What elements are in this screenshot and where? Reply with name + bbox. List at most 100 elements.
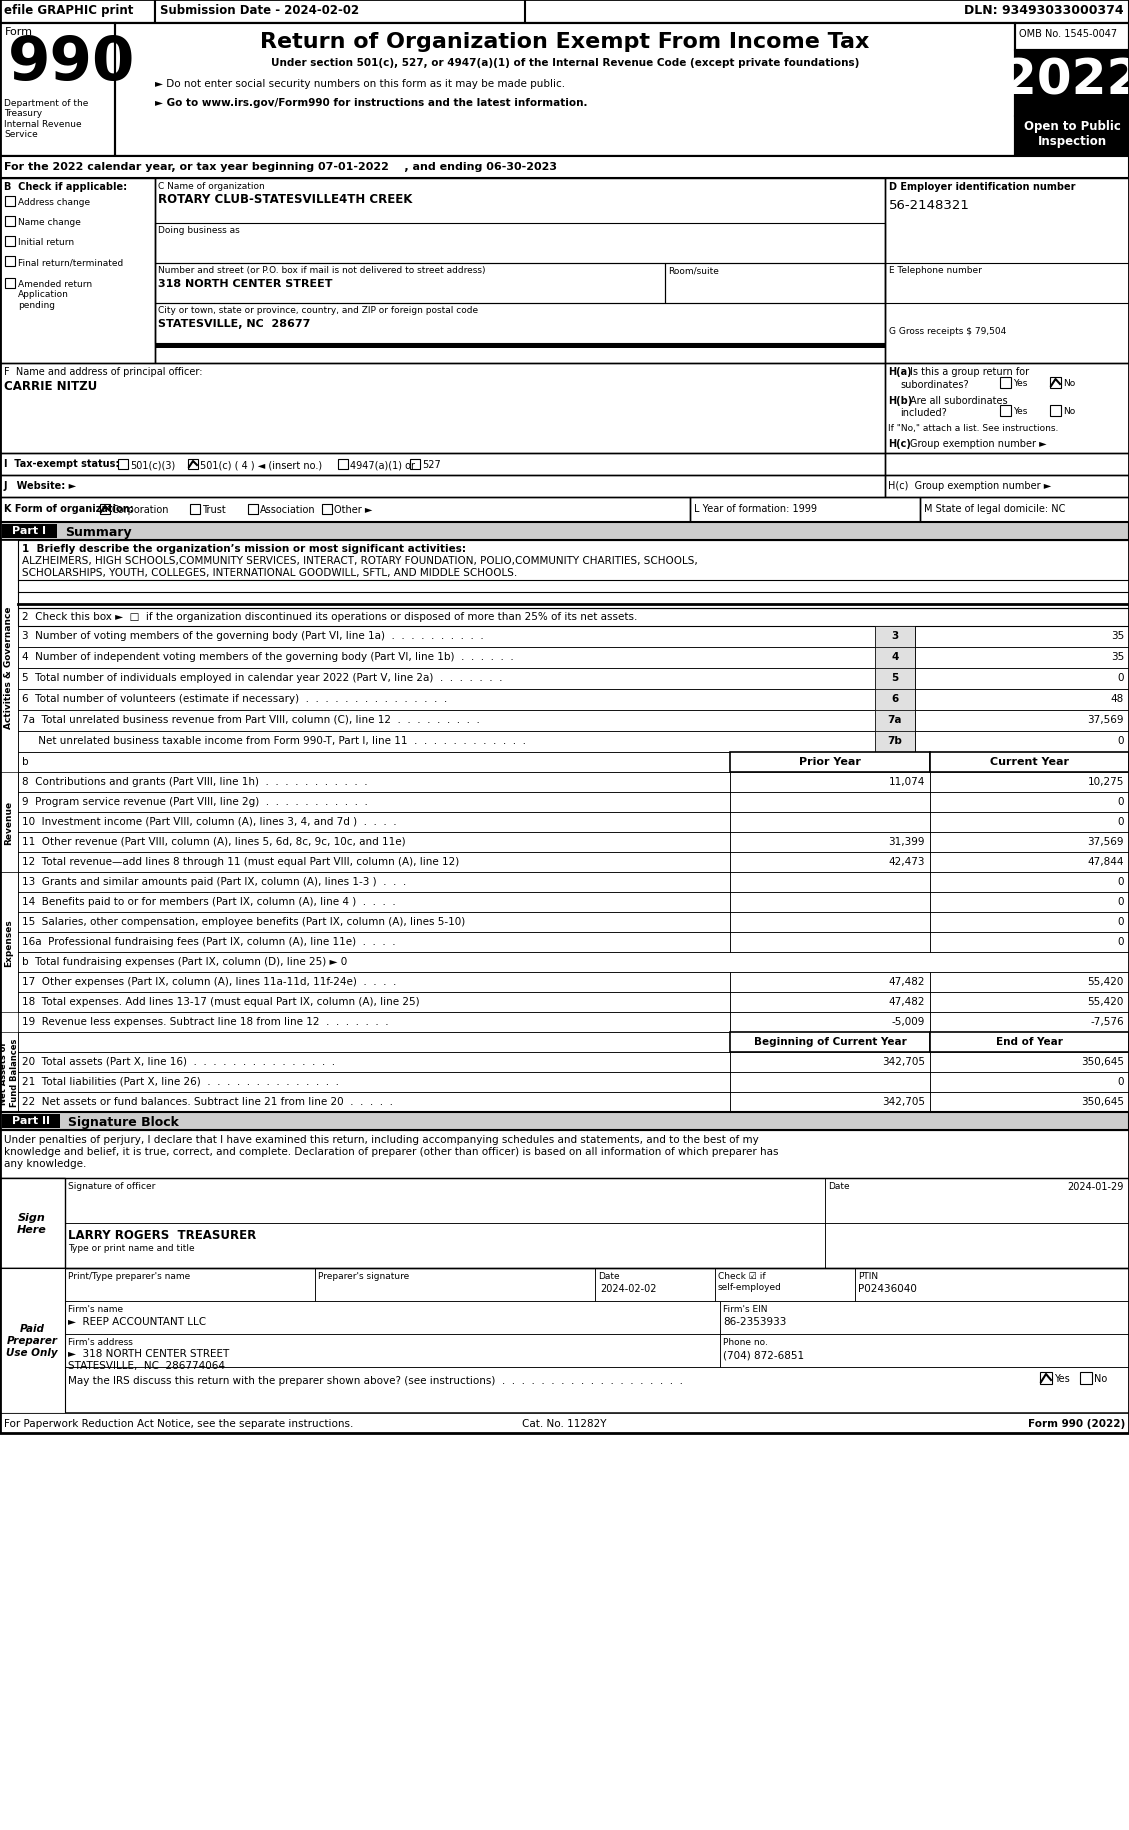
Text: Amended return
Application
pending: Amended return Application pending [18,280,93,309]
Bar [914,732,1129,752]
Bar [18,972,730,992]
Bar [730,1072,930,1093]
Text: -7,576: -7,576 [1091,1016,1124,1027]
Text: 47,482: 47,482 [889,977,925,986]
Bar [730,1052,930,1072]
Bar [1000,406,1010,417]
Text: STATESVILLE,  NC  286774064: STATESVILLE, NC 286774064 [68,1360,225,1371]
Bar [914,710,1129,732]
Bar [18,792,730,813]
Bar [5,236,15,247]
Text: 501(c) ( 4 ) ◄ (insert no.): 501(c) ( 4 ) ◄ (insert no.) [200,459,322,470]
Text: ►  REEP ACCOUNTANT LLC: ► REEP ACCOUNTANT LLC [68,1316,207,1327]
Text: 0: 0 [1118,736,1124,745]
Bar [0,24,1129,157]
Text: efile GRAPHIC print: efile GRAPHIC print [5,4,133,16]
Text: Yes: Yes [1013,379,1027,388]
Bar [322,505,332,514]
Bar [914,648,1129,668]
Bar [825,1222,1129,1268]
Bar [0,772,18,873]
Bar [189,459,198,470]
Text: 35: 35 [1111,651,1124,662]
Text: 990: 990 [8,35,135,93]
Text: CARRIE NITZU: CARRIE NITZU [5,381,97,393]
Bar [2,1114,60,1129]
Text: ► Go to www.irs.gov/Form990 for instructions and the latest information.: ► Go to www.irs.gov/Form990 for instruct… [155,99,587,108]
Bar [1050,377,1061,388]
Text: Return of Organization Exempt From Income Tax: Return of Organization Exempt From Incom… [261,31,869,51]
Text: Check ☑ if: Check ☑ if [718,1272,765,1281]
Text: 342,705: 342,705 [882,1096,925,1107]
Bar [0,0,1129,1433]
Text: b: b [21,756,28,767]
Text: No: No [1094,1372,1108,1383]
Text: M State of legal domicile: NC: M State of legal domicile: NC [924,503,1066,514]
Text: -5,009: -5,009 [892,1016,925,1027]
Bar [18,913,730,933]
Bar [920,498,1129,523]
Text: 0: 0 [1118,1076,1124,1087]
Bar [930,893,1129,913]
Text: Yes: Yes [1013,406,1027,415]
Text: 5  Total number of individuals employed in calendar year 2022 (Part V, line 2a) : 5 Total number of individuals employed i… [21,673,502,683]
Text: D Employer identification number: D Employer identification number [889,181,1076,192]
Bar [730,972,930,992]
Text: Preparer's signature: Preparer's signature [318,1272,409,1281]
Text: I  Tax-exempt status:: I Tax-exempt status: [5,459,120,468]
Text: subordinates?: subordinates? [900,381,969,390]
Text: b  Total fundraising expenses (Part IX, column (D), line 25) ► 0: b Total fundraising expenses (Part IX, c… [21,957,348,966]
Bar [730,1093,930,1113]
Bar [18,813,730,833]
Text: 20  Total assets (Part X, line 16)  .  .  .  .  .  .  .  .  .  .  .  .  .  .  .: 20 Total assets (Part X, line 16) . . . … [21,1056,335,1067]
Bar [18,668,875,690]
Text: 86-2353933: 86-2353933 [723,1316,787,1327]
Text: 0: 0 [1118,816,1124,827]
Text: 7a: 7a [887,714,902,725]
Text: 342,705: 342,705 [882,1056,925,1067]
Text: 55,420: 55,420 [1087,977,1124,986]
Bar [930,1052,1129,1072]
Bar [65,1367,1129,1413]
Text: No: No [1064,379,1075,388]
Bar [730,772,930,792]
Text: Department of the
Treasury
Internal Revenue
Service: Department of the Treasury Internal Reve… [5,99,88,139]
Bar [1015,24,1129,51]
Bar [0,0,1129,24]
Text: 501(c)(3): 501(c)(3) [130,459,175,470]
Text: Group exemption number ►: Group exemption number ► [910,439,1047,448]
Text: 5: 5 [892,673,899,683]
Bar [0,523,1129,540]
Text: 37,569: 37,569 [1087,714,1124,725]
Text: 0: 0 [1118,796,1124,807]
Bar [730,752,930,772]
Bar [930,933,1129,952]
Text: STATESVILLE, NC  28677: STATESVILLE, NC 28677 [158,318,310,329]
Bar [5,198,15,207]
Text: For Paperwork Reduction Act Notice, see the separate instructions.: For Paperwork Reduction Act Notice, see … [5,1418,353,1427]
Text: E Telephone number: E Telephone number [889,265,982,274]
Bar [18,1012,730,1032]
Text: (704) 872-6851: (704) 872-6851 [723,1349,804,1360]
Bar [155,264,665,304]
Bar [930,873,1129,893]
Bar [0,498,690,523]
Text: 0: 0 [1118,917,1124,926]
Bar [1015,51,1129,117]
Text: 12  Total revenue—add lines 8 through 11 (must equal Part VIII, column (A), line: 12 Total revenue—add lines 8 through 11 … [21,856,460,867]
Text: 48: 48 [1111,694,1124,703]
Text: 1  Briefly describe the organization’s mission or most significant activities:: 1 Briefly describe the organization’s mi… [21,544,466,554]
Text: 6  Total number of volunteers (estimate if necessary)  .  .  .  .  .  .  .  .  .: 6 Total number of volunteers (estimate i… [21,694,447,703]
Text: G Gross receipts $ 79,504: G Gross receipts $ 79,504 [889,328,1006,337]
Text: Under section 501(c), 527, or 4947(a)(1) of the Internal Revenue Code (except pr: Under section 501(c), 527, or 4947(a)(1)… [271,59,859,68]
Bar [338,459,348,470]
Bar [18,1072,730,1093]
Text: May the IRS discuss this return with the preparer shown above? (see instructions: May the IRS discuss this return with the… [68,1376,683,1385]
Text: 2024-01-29: 2024-01-29 [1068,1182,1124,1191]
Bar [730,1032,930,1052]
Text: ALZHEIMERS, HIGH SCHOOLS,COMMUNITY SERVICES, INTERACT, ROTARY FOUNDATION, POLIO,: ALZHEIMERS, HIGH SCHOOLS,COMMUNITY SERVI… [21,556,698,565]
Text: Name change: Name change [18,218,81,227]
Bar [18,833,730,853]
Bar [720,1301,1129,1334]
Text: Date: Date [828,1182,850,1190]
